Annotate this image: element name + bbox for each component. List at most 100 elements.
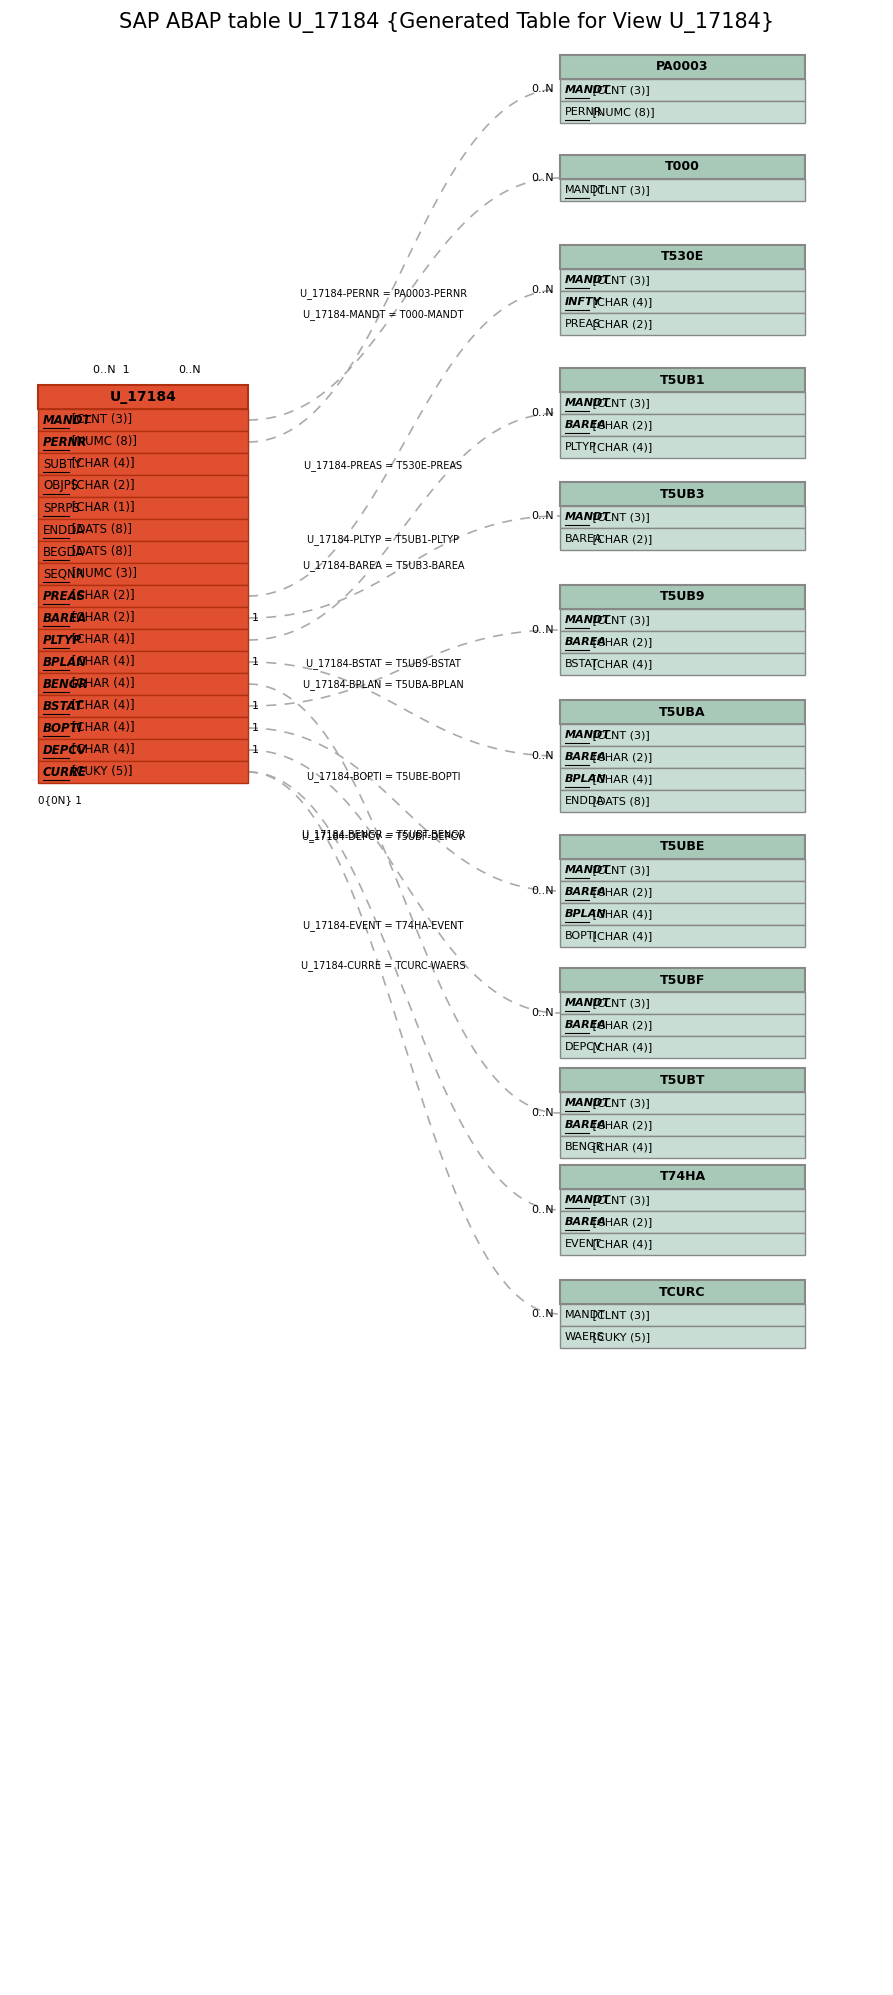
Text: MANDT: MANDT xyxy=(565,730,611,740)
Text: 1: 1 xyxy=(252,656,259,666)
Text: DEPCV: DEPCV xyxy=(565,1041,603,1051)
Bar xyxy=(560,1067,805,1091)
Bar xyxy=(560,180,805,201)
Text: BENGR: BENGR xyxy=(43,678,88,690)
Text: [CUKY (5)]: [CUKY (5)] xyxy=(589,1333,650,1343)
Text: MANDT: MANDT xyxy=(565,866,611,876)
Bar xyxy=(38,694,248,716)
Bar xyxy=(560,56,805,80)
Bar xyxy=(38,475,248,497)
Text: BSTAT: BSTAT xyxy=(565,658,599,668)
Text: BOPTI: BOPTI xyxy=(43,722,83,734)
Text: U_17184-DEPCV = T5UBF-DEPCV: U_17184-DEPCV = T5UBF-DEPCV xyxy=(303,832,464,842)
Text: ENDDA: ENDDA xyxy=(43,523,85,537)
Text: MANDT: MANDT xyxy=(565,614,611,624)
Text: [NUMC (8)]: [NUMC (8)] xyxy=(589,108,655,118)
Bar xyxy=(38,606,248,628)
Text: WAERS: WAERS xyxy=(565,1333,605,1343)
Bar xyxy=(560,245,805,269)
Text: BAREA: BAREA xyxy=(565,1217,607,1227)
Text: [CHAR (2)]: [CHAR (2)] xyxy=(589,1217,652,1227)
Text: [CLNT (3)]: [CLNT (3)] xyxy=(589,1097,650,1107)
Text: TCURC: TCURC xyxy=(659,1285,705,1299)
Bar xyxy=(560,1135,805,1157)
Bar xyxy=(560,585,805,608)
Bar xyxy=(560,836,805,860)
Text: PLTYP: PLTYP xyxy=(43,634,82,646)
Text: 0..N: 0..N xyxy=(531,409,554,419)
Text: U_17184-PLTYP = T5UB1-PLTYP: U_17184-PLTYP = T5UB1-PLTYP xyxy=(307,535,459,545)
Bar xyxy=(560,483,805,507)
Bar xyxy=(560,80,805,102)
Text: BPLAN: BPLAN xyxy=(565,910,606,920)
Text: 1: 1 xyxy=(252,612,259,622)
Text: 0..N: 0..N xyxy=(178,365,201,375)
Bar xyxy=(560,1091,805,1113)
Text: SAP ABAP table U_17184 {Generated Table for View U_17184}: SAP ABAP table U_17184 {Generated Table … xyxy=(119,12,774,34)
Text: U_17184-BSTAT = T5UB9-BSTAT: U_17184-BSTAT = T5UB9-BSTAT xyxy=(306,658,461,668)
Bar xyxy=(38,760,248,782)
Text: [CHAR (4)]: [CHAR (4)] xyxy=(69,457,135,471)
Text: [CLNT (3)]: [CLNT (3)] xyxy=(589,866,650,876)
Text: [CHAR (4)]: [CHAR (4)] xyxy=(589,443,652,453)
Text: [NUMC (8)]: [NUMC (8)] xyxy=(69,435,138,449)
Text: [CLNT (3)]: [CLNT (3)] xyxy=(589,614,650,624)
Text: [CLNT (3)]: [CLNT (3)] xyxy=(589,186,650,196)
Text: DEPCV: DEPCV xyxy=(43,744,88,756)
Bar xyxy=(38,431,248,453)
Text: BAREA: BAREA xyxy=(565,888,607,898)
Text: BOPTI: BOPTI xyxy=(565,932,598,942)
Text: [CLNT (3)]: [CLNT (3)] xyxy=(589,730,650,740)
Text: [CLNT (3)]: [CLNT (3)] xyxy=(589,998,650,1007)
Text: SPRPS: SPRPS xyxy=(43,501,79,515)
Text: PERNR: PERNR xyxy=(565,108,603,118)
Bar xyxy=(560,367,805,391)
Text: 0..N: 0..N xyxy=(531,1205,554,1215)
Bar xyxy=(560,269,805,291)
Text: U_17184-BPLAN = T5UBA-BPLAN: U_17184-BPLAN = T5UBA-BPLAN xyxy=(303,678,463,690)
Bar xyxy=(560,768,805,790)
Text: ENDDA: ENDDA xyxy=(565,796,605,806)
Bar xyxy=(38,541,248,563)
Text: 0..N: 0..N xyxy=(531,886,554,896)
Text: [CHAR (2)]: [CHAR (2)] xyxy=(589,888,652,898)
Bar xyxy=(38,385,248,409)
Text: [CHAR (4)]: [CHAR (4)] xyxy=(69,744,135,756)
Text: T000: T000 xyxy=(665,160,700,174)
Text: [CHAR (2)]: [CHAR (2)] xyxy=(589,535,652,545)
Text: [CHAR (4)]: [CHAR (4)] xyxy=(589,932,652,942)
Bar xyxy=(560,860,805,882)
Bar xyxy=(38,519,248,541)
Text: [CHAR (2)]: [CHAR (2)] xyxy=(69,612,135,624)
Text: [CHAR (4)]: [CHAR (4)] xyxy=(69,678,135,690)
Bar xyxy=(560,1305,805,1327)
Bar xyxy=(560,1165,805,1189)
Bar xyxy=(560,102,805,124)
Text: PREAS: PREAS xyxy=(43,589,87,602)
Bar xyxy=(560,1281,805,1305)
Bar xyxy=(560,746,805,768)
Text: [CLNT (3)]: [CLNT (3)] xyxy=(589,513,650,523)
Bar xyxy=(560,1211,805,1233)
Bar xyxy=(560,652,805,674)
Text: U_17184-EVENT = T74HA-EVENT: U_17184-EVENT = T74HA-EVENT xyxy=(303,920,463,932)
Text: [CHAR (4)]: [CHAR (4)] xyxy=(69,656,135,668)
Text: MANDT: MANDT xyxy=(565,275,611,285)
Bar xyxy=(560,1189,805,1211)
Bar xyxy=(560,700,805,724)
Bar xyxy=(38,453,248,475)
Text: BPLAN: BPLAN xyxy=(565,774,606,784)
Text: 0{0N} 1: 0{0N} 1 xyxy=(38,794,82,806)
Text: [CLNT (3)]: [CLNT (3)] xyxy=(69,413,133,427)
Bar xyxy=(560,1233,805,1255)
Text: SEQNR: SEQNR xyxy=(43,567,84,581)
Bar xyxy=(560,724,805,746)
Text: T530E: T530E xyxy=(661,251,704,263)
Text: [CHAR (4)]: [CHAR (4)] xyxy=(69,634,135,646)
Text: [CHAR (1)]: [CHAR (1)] xyxy=(69,501,135,515)
Text: 0..N: 0..N xyxy=(531,750,554,760)
Text: 1: 1 xyxy=(252,744,259,754)
Text: U_17184-BAREA = T5UB3-BAREA: U_17184-BAREA = T5UB3-BAREA xyxy=(303,561,464,571)
Bar xyxy=(560,1113,805,1135)
Text: MANDT: MANDT xyxy=(565,397,611,409)
